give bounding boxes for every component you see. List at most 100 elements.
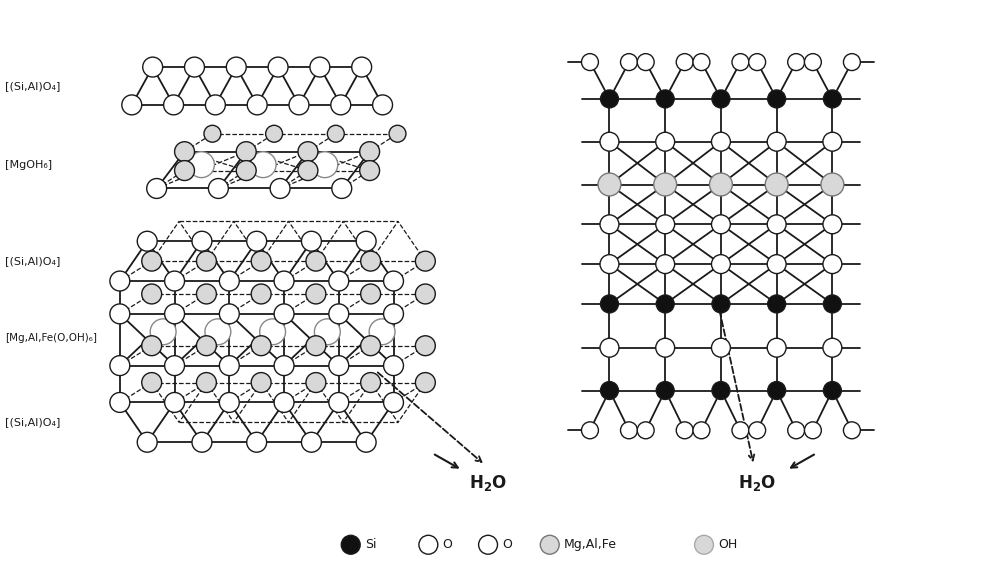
Circle shape: [266, 126, 283, 142]
Circle shape: [415, 251, 435, 271]
Circle shape: [142, 373, 162, 392]
Circle shape: [768, 295, 786, 313]
Circle shape: [656, 295, 674, 313]
Circle shape: [600, 255, 619, 274]
Circle shape: [767, 132, 786, 151]
Circle shape: [329, 392, 349, 412]
Circle shape: [600, 132, 619, 151]
Text: [(Si,Al)O₄]: [(Si,Al)O₄]: [5, 418, 61, 427]
Circle shape: [637, 422, 654, 439]
Circle shape: [823, 215, 842, 234]
Circle shape: [656, 215, 675, 234]
Circle shape: [196, 251, 216, 271]
Circle shape: [192, 433, 212, 452]
Circle shape: [142, 284, 162, 304]
Circle shape: [143, 57, 163, 77]
Circle shape: [274, 355, 294, 376]
Circle shape: [251, 251, 271, 271]
Circle shape: [384, 392, 403, 412]
Circle shape: [122, 95, 142, 115]
Circle shape: [823, 295, 841, 313]
Circle shape: [270, 179, 290, 199]
Circle shape: [175, 142, 194, 162]
Circle shape: [384, 271, 403, 291]
Circle shape: [268, 57, 288, 77]
Circle shape: [306, 284, 326, 304]
Circle shape: [804, 54, 821, 70]
Circle shape: [600, 215, 619, 234]
Text: O: O: [502, 538, 512, 551]
Circle shape: [732, 422, 749, 439]
Circle shape: [219, 271, 239, 291]
Text: [(Si,Al)O₄]: [(Si,Al)O₄]: [5, 256, 61, 266]
Circle shape: [384, 304, 403, 324]
Circle shape: [656, 90, 674, 108]
Circle shape: [301, 232, 321, 251]
Circle shape: [219, 304, 239, 324]
Circle shape: [676, 54, 693, 70]
Circle shape: [208, 179, 228, 199]
Circle shape: [314, 319, 340, 344]
Circle shape: [251, 373, 271, 392]
Circle shape: [274, 304, 294, 324]
Circle shape: [110, 271, 130, 291]
Circle shape: [654, 173, 677, 196]
Circle shape: [289, 95, 309, 115]
Circle shape: [274, 392, 294, 412]
Circle shape: [219, 392, 239, 412]
Circle shape: [360, 161, 380, 180]
Circle shape: [768, 90, 786, 108]
Circle shape: [165, 304, 185, 324]
Circle shape: [656, 132, 675, 151]
Circle shape: [329, 355, 349, 376]
Circle shape: [332, 179, 352, 199]
Circle shape: [331, 95, 351, 115]
Circle shape: [274, 271, 294, 291]
Circle shape: [415, 284, 435, 304]
Circle shape: [250, 151, 276, 177]
Circle shape: [767, 338, 786, 357]
Circle shape: [711, 215, 730, 234]
Circle shape: [656, 338, 675, 357]
Circle shape: [788, 54, 805, 70]
Circle shape: [236, 142, 256, 162]
Circle shape: [301, 433, 321, 452]
Text: Si: Si: [365, 538, 376, 551]
Circle shape: [205, 319, 231, 344]
Text: [Mg,Al,Fe(O,OH)₆]: [Mg,Al,Fe(O,OH)₆]: [5, 333, 97, 343]
Text: O: O: [442, 538, 452, 551]
Circle shape: [329, 304, 349, 324]
Circle shape: [823, 90, 841, 108]
Circle shape: [768, 381, 786, 400]
Circle shape: [693, 422, 710, 439]
Circle shape: [306, 373, 326, 392]
Circle shape: [843, 54, 860, 70]
Circle shape: [298, 142, 318, 162]
Circle shape: [823, 255, 842, 274]
Circle shape: [251, 336, 271, 355]
Circle shape: [711, 338, 730, 357]
Circle shape: [600, 338, 619, 357]
Circle shape: [415, 373, 435, 392]
Circle shape: [175, 161, 194, 180]
Circle shape: [310, 57, 330, 77]
Circle shape: [711, 255, 730, 274]
Circle shape: [621, 54, 637, 70]
Circle shape: [419, 535, 438, 554]
Circle shape: [598, 173, 621, 196]
Circle shape: [110, 355, 130, 376]
Circle shape: [384, 355, 403, 376]
Circle shape: [540, 535, 559, 554]
Circle shape: [656, 255, 675, 274]
Circle shape: [196, 336, 216, 355]
Circle shape: [260, 319, 286, 344]
Circle shape: [189, 151, 214, 177]
Text: OH: OH: [718, 538, 737, 551]
Circle shape: [361, 336, 381, 355]
Circle shape: [709, 173, 732, 196]
Circle shape: [749, 422, 766, 439]
Circle shape: [110, 304, 130, 324]
Circle shape: [582, 422, 598, 439]
Circle shape: [823, 338, 842, 357]
Circle shape: [327, 126, 344, 142]
